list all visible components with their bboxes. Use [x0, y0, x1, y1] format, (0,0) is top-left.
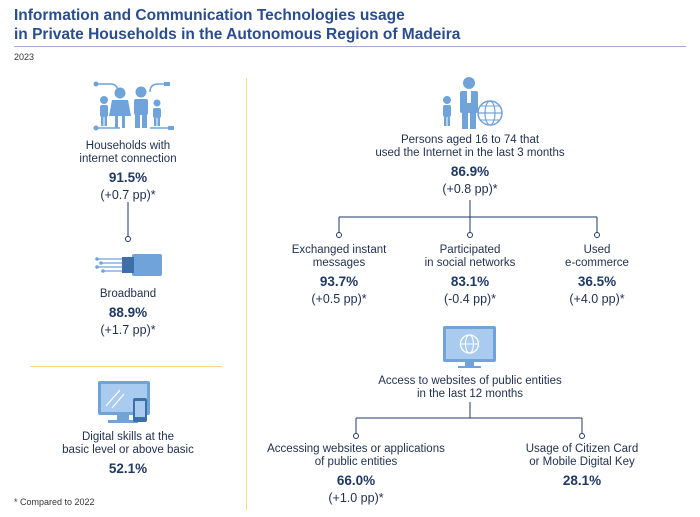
family-cable-icon [93, 81, 174, 131]
title-line-2: in Private Households in the Autonomous … [14, 26, 461, 43]
ecommerce-change: (+4.0 pp)* [569, 292, 625, 306]
public-access-block: Access to websites of public entities in… [345, 375, 595, 401]
digital-skills-block: Digital skills at the basic level or abo… [38, 431, 218, 477]
left-separator [30, 366, 222, 367]
citizen-card-label-1: Usage of Citizen Card [525, 443, 639, 455]
title-line-1: Information and Communication Technologi… [14, 7, 405, 24]
ecommerce-label-2: e-commerce [565, 257, 629, 269]
households-value: 91.5% [108, 170, 148, 185]
broadband-block: Broadband 88.9% (+1.7 pp)* [48, 288, 208, 338]
public-access-label-2: in the last 12 months [416, 388, 524, 400]
persons-label-2: used the Internet in the last 3 months [375, 147, 565, 159]
social-value: 83.1% [450, 274, 490, 289]
persons-label-1: Persons aged 16 to 74 that [400, 134, 540, 146]
public-access-label-1: Access to websites of public entities [378, 375, 562, 387]
public-websites-change: (+1.0 pp)* [328, 491, 384, 505]
households-label-1: Households with [85, 140, 171, 152]
persons-globe-icon [443, 77, 503, 129]
households-label-2: internet connection [79, 153, 177, 165]
digital-skills-label-1: Digital skills at the [81, 431, 175, 443]
title-rule [14, 46, 686, 47]
citizen-card-value: 28.1% [562, 473, 602, 488]
messages-value: 93.7% [319, 274, 359, 289]
households-block: Households with internet connection 91.5… [48, 140, 208, 203]
persons-block: Persons aged 16 to 74 that used the Inte… [370, 134, 570, 197]
messages-change: (+0.5 pp)* [311, 292, 367, 306]
ecommerce-block: Used e-commerce 36.5% (+4.0 pp)* [537, 244, 657, 307]
tree-connector-persons [336, 200, 600, 238]
citizen-card-label-2: or Mobile Digital Key [529, 456, 635, 468]
social-block: Participated in social networks 83.1% (-… [400, 244, 540, 307]
digital-skills-label-2: basic level or above basic [62, 444, 194, 456]
broadband-value: 88.9% [108, 305, 148, 320]
digital-skills-value: 52.1% [108, 461, 148, 476]
public-websites-block: Accessing websites or applications of pu… [251, 443, 461, 506]
ecommerce-value: 36.5% [577, 274, 617, 289]
social-label-1: Participated [439, 244, 501, 256]
broadband-change: (+1.7 pp)* [100, 323, 156, 337]
monitor-phone-icon [98, 381, 150, 423]
messages-label-2: messages [312, 257, 366, 269]
public-websites-label-1: Accessing websites or applications [267, 443, 445, 455]
public-websites-value: 66.0% [336, 473, 376, 488]
citizen-card-block: Usage of Citizen Card or Mobile Digital … [502, 443, 662, 489]
messages-label-1: Exchanged instant [291, 244, 387, 256]
broadband-label: Broadband [99, 288, 157, 300]
footnote: * Compared to 2022 [14, 497, 95, 507]
social-label-2: in social networks [424, 257, 516, 269]
persons-value: 86.9% [450, 164, 490, 179]
tree-connector-public [353, 402, 585, 439]
column-separator [246, 78, 247, 510]
broadband-cable-icon [95, 254, 162, 276]
social-change: (-0.4 pp)* [443, 292, 497, 306]
households-change: (+0.7 pp)* [100, 188, 156, 202]
page-title: Information and Communication Technologi… [14, 6, 460, 44]
ecommerce-label-1: Used [583, 244, 611, 256]
year-label: 2023 [14, 52, 35, 62]
public-websites-label-2: of public entities [314, 456, 398, 468]
persons-change: (+0.8 pp)* [442, 182, 498, 196]
messages-block: Exchanged instant messages 93.7% (+0.5 p… [269, 244, 409, 307]
web-monitor-icon [443, 326, 496, 368]
